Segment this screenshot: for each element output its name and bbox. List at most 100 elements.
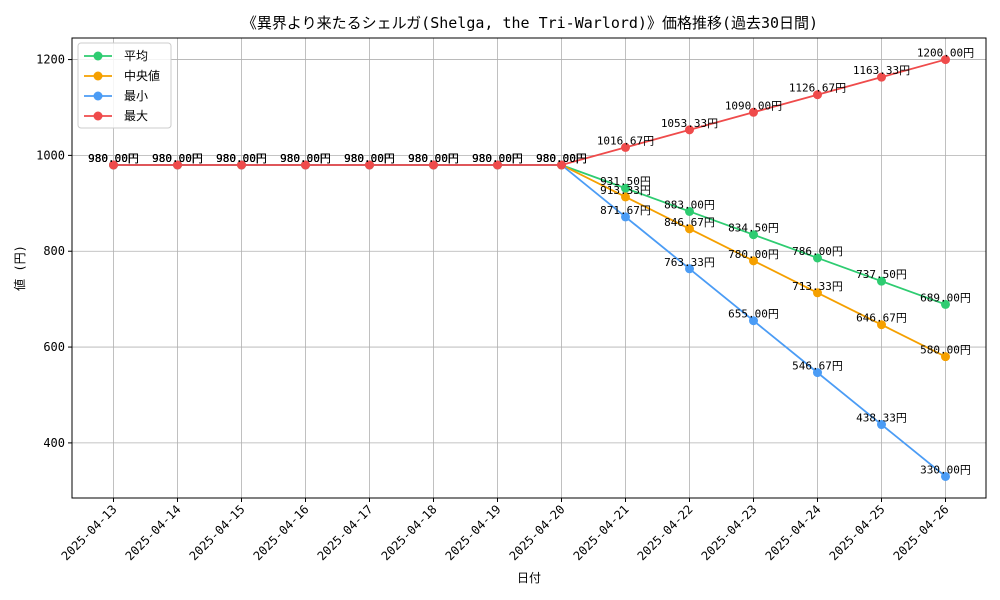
legend-entry: 中央値 — [124, 68, 160, 83]
data-label: 763.33円 — [664, 256, 715, 269]
data-label: 980.00円 — [472, 152, 523, 165]
y-tick-label: 400 — [43, 436, 65, 450]
data-label: 980.00円 — [88, 152, 139, 165]
data-label: 713.33円 — [792, 280, 843, 293]
data-point — [685, 206, 694, 216]
data-label: 980.00円 — [216, 152, 267, 165]
data-point — [621, 192, 630, 202]
data-label: 438.33円 — [856, 412, 907, 425]
data-label: 1126.67円 — [789, 82, 846, 95]
data-point — [941, 352, 950, 362]
data-label: 980.00円 — [472, 152, 523, 165]
data-point — [557, 160, 566, 170]
data-label: 980.00円 — [408, 152, 459, 165]
data-label: 931.50円 — [600, 175, 651, 188]
legend-entry: 最大 — [124, 109, 148, 123]
data-point — [941, 299, 950, 309]
data-labels: 980.00円 980.00円 980.00円 980.00円 980.00円 980.0… — [88, 47, 974, 477]
data-point — [173, 160, 182, 170]
data-label: 980.00円 — [216, 152, 267, 165]
data-point — [813, 253, 822, 263]
data-label: 980.00円 — [280, 152, 331, 165]
data-label: 1053.33円 — [661, 117, 718, 130]
data-point — [877, 420, 886, 430]
data-label: 546.67円 — [792, 360, 843, 373]
y-tick-label: 800 — [43, 244, 65, 258]
data-point — [941, 55, 950, 65]
data-label: 883.00円 — [664, 198, 715, 211]
data-label: 980.00円 — [216, 152, 267, 165]
data-point — [877, 320, 886, 330]
series-line-3 — [113, 58, 946, 166]
data-label: 689.00円 — [920, 291, 971, 304]
data-point — [301, 160, 310, 170]
chart-title: 《異界より来たるシェルガ(Shelga, the Tri-Warlord)》価格… — [242, 14, 818, 32]
data-point — [813, 288, 822, 298]
data-point — [749, 107, 758, 117]
data-point — [813, 90, 822, 100]
legend-entry: 最小 — [124, 89, 148, 103]
y-axis-label: 値 (円) — [12, 245, 27, 291]
data-point — [429, 160, 438, 170]
data-label: 980.00円 — [152, 152, 203, 165]
data-point — [621, 183, 630, 193]
data-label: 980.00円 — [216, 152, 267, 165]
data-point — [685, 224, 694, 234]
data-point — [877, 276, 886, 286]
data-label: 980.00円 — [344, 152, 395, 165]
plot-frame — [71, 37, 987, 499]
data-label: 980.00円 — [280, 152, 331, 165]
data-label: 980.00円 — [344, 152, 395, 165]
data-point — [749, 230, 758, 240]
data-point — [237, 160, 246, 170]
data-label: 980.00円 — [152, 152, 203, 165]
data-label: 980.00円 — [152, 152, 203, 165]
x-axis-label: 日付 — [517, 571, 541, 585]
data-label: 737.50円 — [856, 268, 907, 281]
data-point — [109, 160, 118, 170]
data-label: 646.67円 — [856, 312, 907, 325]
data-label: 980.00円 — [88, 152, 139, 165]
data-label: 980.00円 — [472, 152, 523, 165]
data-point — [749, 256, 758, 266]
data-label: 913.33円 — [600, 184, 651, 197]
data-point — [749, 316, 758, 326]
data-label: 980.00円 — [536, 152, 587, 165]
data-label: 780.00円 — [728, 248, 779, 261]
data-point — [493, 160, 502, 170]
data-label: 980.00円 — [88, 152, 139, 165]
data-label: 580.00円 — [920, 344, 971, 357]
legend-marker — [93, 71, 103, 81]
data-point — [685, 125, 694, 135]
data-label: 980.00円 — [536, 152, 587, 165]
data-point — [621, 212, 630, 222]
data-label: 980.00円 — [536, 152, 587, 165]
data-label: 980.00円 — [280, 152, 331, 165]
series-3 — [109, 55, 950, 170]
data-label: 871.67円 — [600, 204, 651, 217]
data-label: 330.00円 — [920, 463, 971, 476]
data-label: 980.00円 — [344, 152, 395, 165]
data-point — [877, 72, 886, 82]
data-label: 1163.33円 — [853, 64, 910, 77]
data-label: 980.00円 — [408, 152, 459, 165]
legend-box — [77, 42, 172, 129]
y-axis: 400 600 800 1000 1200 — [36, 53, 72, 450]
data-label: 980.00円 — [88, 152, 139, 165]
series-layer — [109, 55, 950, 481]
y-tick-label: 600 — [43, 340, 65, 354]
legend-marker — [93, 51, 103, 61]
data-point — [941, 471, 950, 481]
legend-marker — [93, 111, 103, 121]
data-label: 655.00円 — [728, 308, 779, 321]
data-label: 980.00円 — [408, 152, 459, 165]
data-label: 980.00円 — [280, 152, 331, 165]
data-label: 980.00円 — [152, 152, 203, 165]
data-label: 1090.00円 — [725, 99, 782, 112]
data-label: 980.00円 — [536, 152, 587, 165]
data-point — [813, 368, 822, 378]
y-tick-label: 1000 — [36, 148, 65, 162]
legend-entry: 平均 — [124, 49, 148, 63]
